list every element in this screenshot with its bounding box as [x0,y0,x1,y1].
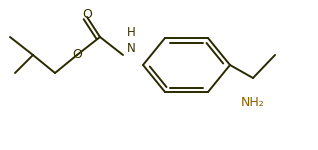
Text: NH₂: NH₂ [241,96,265,108]
Text: O: O [82,8,92,21]
Text: O: O [72,48,82,62]
Text: H: H [127,27,135,39]
Text: N: N [127,42,135,54]
